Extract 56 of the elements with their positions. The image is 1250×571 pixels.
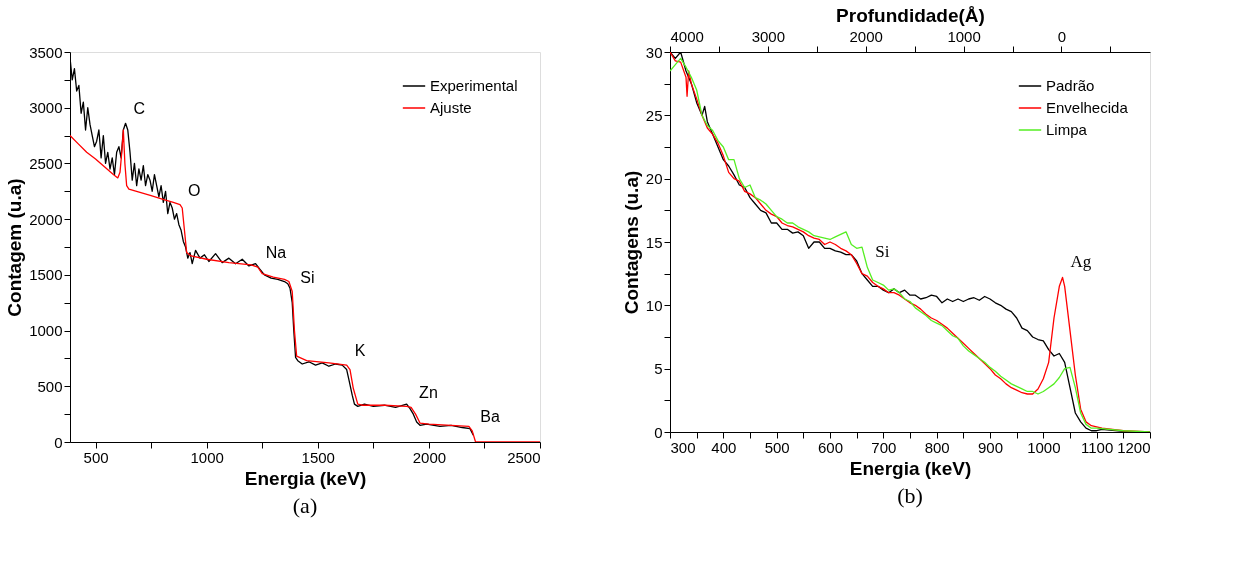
annotation: Si [875,242,890,262]
legend-label: Ajuste [430,99,472,116]
x-tick-label: 500 [83,448,109,466]
x2-tick-label: 4000 [670,27,704,45]
annotation: K [354,342,366,360]
x-tick-label: 500 [764,438,790,456]
x2-tick-label: 3000 [751,27,786,45]
y-tick-label: 3000 [29,99,63,117]
x-tick-label: 1000 [190,448,224,466]
y-tick-label: 30 [645,43,663,61]
y-tick-label: 10 [645,296,663,314]
y-tick-label: 500 [37,377,63,395]
y-tick-label: 15 [645,233,663,251]
annotation: Ag [1070,252,1092,272]
legend-label: Envelhecida [1046,99,1129,116]
annotation: C [133,100,146,118]
x-tick-label: 1200 [1117,438,1151,456]
x-tick-label: 400 [711,438,737,456]
x-tick-label: 600 [817,438,844,456]
x-tick-label: 2500 [507,448,541,466]
x-tick-label: 1100 [1081,438,1114,456]
x-axis-title: Energia (keV) [849,457,972,479]
annotation: Si [300,268,315,286]
x-tick-label: 900 [977,438,1004,456]
x2-tick-label: 2000 [849,27,883,45]
x-tick-label: 700 [871,438,897,456]
y-tick-label: 2000 [29,210,63,228]
y-tick-label: 1000 [29,322,63,340]
legend-label: Limpa [1046,121,1088,138]
y-tick-label: 20 [645,170,663,188]
x-tick-label: 1000 [1027,438,1061,456]
x-tick-label: 2000 [412,448,447,466]
x2-axis-title: Profundidade(Å) [836,4,985,26]
y-tick-label: 0 [54,433,63,451]
x-axis-title: Energia (keV) [244,467,367,489]
y-axis-title: Contagem (u.a) [4,178,26,317]
x2-tick-label: 0 [1057,27,1067,45]
y-axis-title: Contagens (u.a) [620,170,642,315]
y-tick-label: 25 [645,106,663,124]
y-tick-label: 3500 [29,43,63,61]
y-tick-label: 1500 [29,266,63,284]
x-tick-label: 300 [670,438,696,456]
text: (a) [292,493,318,518]
annotation: Ba [480,407,500,425]
text: (b) [897,483,923,508]
x-tick-label: 1500 [301,448,335,466]
y-tick-label: 0 [654,423,663,441]
legend-label: Experimental [430,77,518,94]
x2-tick-label: 1000 [947,27,981,45]
y-tick-label: 2500 [29,154,63,172]
y-tick-label: 5 [654,360,663,378]
annotation: Na [265,244,287,262]
annotation: Zn [419,384,438,402]
legend-label: Padrão [1046,77,1095,94]
annotation: O [188,181,201,199]
x-tick-label: 800 [924,438,950,456]
